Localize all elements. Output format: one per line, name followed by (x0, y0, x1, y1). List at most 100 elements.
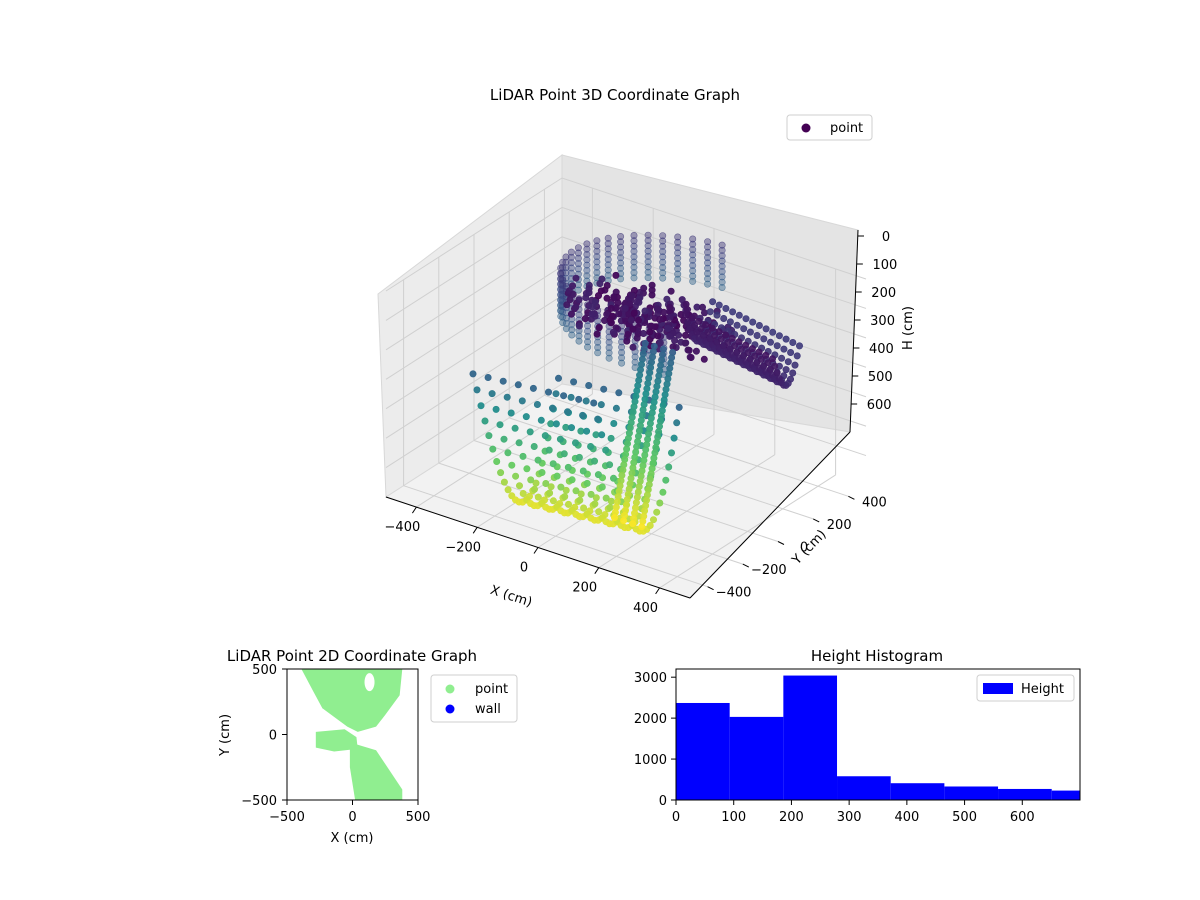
y-axis-label-2d: Y (cm) (218, 714, 233, 757)
point-3d (617, 254, 625, 262)
point-region-2d-mid (315, 729, 358, 752)
point-3d (594, 349, 602, 357)
point-3d (488, 390, 496, 398)
point-3d (533, 400, 541, 408)
point-3d (630, 274, 638, 282)
point-3d (576, 496, 584, 504)
point-3d (609, 474, 617, 482)
point-3d (595, 324, 603, 332)
point-3d (597, 287, 605, 295)
point-3d (627, 316, 635, 324)
point-3d (598, 431, 606, 439)
point-3d (552, 390, 560, 398)
point-3d (605, 344, 613, 352)
y-tick-label-hist: 1000 (634, 753, 667, 768)
point-3d (595, 508, 603, 516)
point-3d (706, 308, 714, 316)
point-3d (584, 327, 592, 335)
point-3d (583, 266, 591, 274)
point-3d (704, 248, 712, 256)
point-3d (567, 310, 575, 318)
point-3d (572, 303, 580, 311)
legend-2d-label-point: point (475, 682, 508, 697)
point-3d (515, 482, 523, 490)
x-tick-label-3d: 400 (633, 601, 658, 616)
point-3d (574, 254, 582, 262)
point-3d (606, 503, 614, 511)
point-region-2d-bottom (349, 742, 403, 800)
point-3d (717, 335, 725, 343)
point-3d (548, 404, 556, 412)
point-3d (575, 322, 583, 330)
legend-histogram-box (976, 674, 1075, 702)
point-3d (649, 516, 657, 524)
histogram-bar (890, 783, 945, 800)
point-3d (617, 238, 625, 246)
point-3d (618, 348, 626, 356)
y-tick-label-3d: 0 (800, 541, 808, 556)
point-3d (659, 488, 667, 496)
grid-line-height (385, 265, 867, 380)
point-cloud-2d (301, 669, 403, 800)
point-3d (648, 281, 656, 289)
point-3d (574, 286, 582, 294)
x-tick-3d (411, 506, 417, 514)
y-tick-label-hist: 3000 (634, 671, 667, 686)
grid-line-floor (659, 474, 836, 589)
point-3d (755, 348, 763, 356)
ticks-histogram: 0 100 200 300 400 500 600 0 1000 2000 3000 (634, 671, 1035, 825)
point-3d (541, 432, 549, 440)
point-3d (715, 328, 723, 336)
point-3d (704, 238, 712, 246)
x-tick-label-3d: −400 (385, 520, 421, 535)
y-tick-label-hist: 2000 (634, 712, 667, 727)
point-3d (674, 254, 682, 262)
grid-line-floor (544, 394, 849, 497)
point-3d (653, 508, 661, 516)
legend-3d-label: point (830, 121, 863, 136)
point-3d (620, 517, 628, 525)
point-3d (663, 295, 671, 303)
point-3d (755, 321, 763, 329)
point-3d (617, 248, 625, 256)
point-3d (689, 267, 697, 275)
point-3d (753, 331, 761, 339)
point-3d (718, 273, 726, 281)
point-3d (489, 445, 497, 453)
point-3d (681, 311, 689, 319)
point-3d (674, 275, 682, 283)
point-3d (593, 247, 601, 255)
x-tick-label-2d: 500 (406, 810, 431, 825)
point-3d (519, 452, 527, 460)
point-3d (667, 287, 675, 295)
histogram-bar (783, 675, 838, 800)
point-3d (704, 269, 712, 277)
point-3d (729, 308, 737, 316)
point-3d (795, 342, 803, 350)
point-3d (718, 278, 726, 286)
point-3d (481, 417, 489, 425)
point-3d (567, 424, 575, 432)
x-tick-label-hist: 400 (894, 810, 919, 825)
point-region-gap (364, 673, 375, 692)
point-3d (508, 461, 516, 469)
point-3d (726, 318, 734, 326)
chart-2d: LiDAR Point 2D Coordinate Graph −500−500… (218, 647, 518, 846)
point-3d (656, 339, 664, 347)
point-3d (473, 386, 481, 394)
point-3d (659, 253, 667, 261)
point-3d (666, 313, 674, 321)
x-tick-label-hist: 600 (1010, 810, 1035, 825)
point-3d (646, 521, 654, 529)
point-3d (656, 499, 664, 507)
point-3d (675, 403, 683, 411)
point-3d (593, 258, 601, 266)
point-3d (728, 334, 736, 342)
point-3d (604, 234, 612, 242)
point-3d (600, 316, 608, 324)
grid-line-floor (537, 434, 715, 548)
point-3d (704, 275, 712, 283)
point-3d (628, 292, 636, 300)
point-3d (518, 397, 526, 405)
y-tick-3d (707, 586, 714, 591)
